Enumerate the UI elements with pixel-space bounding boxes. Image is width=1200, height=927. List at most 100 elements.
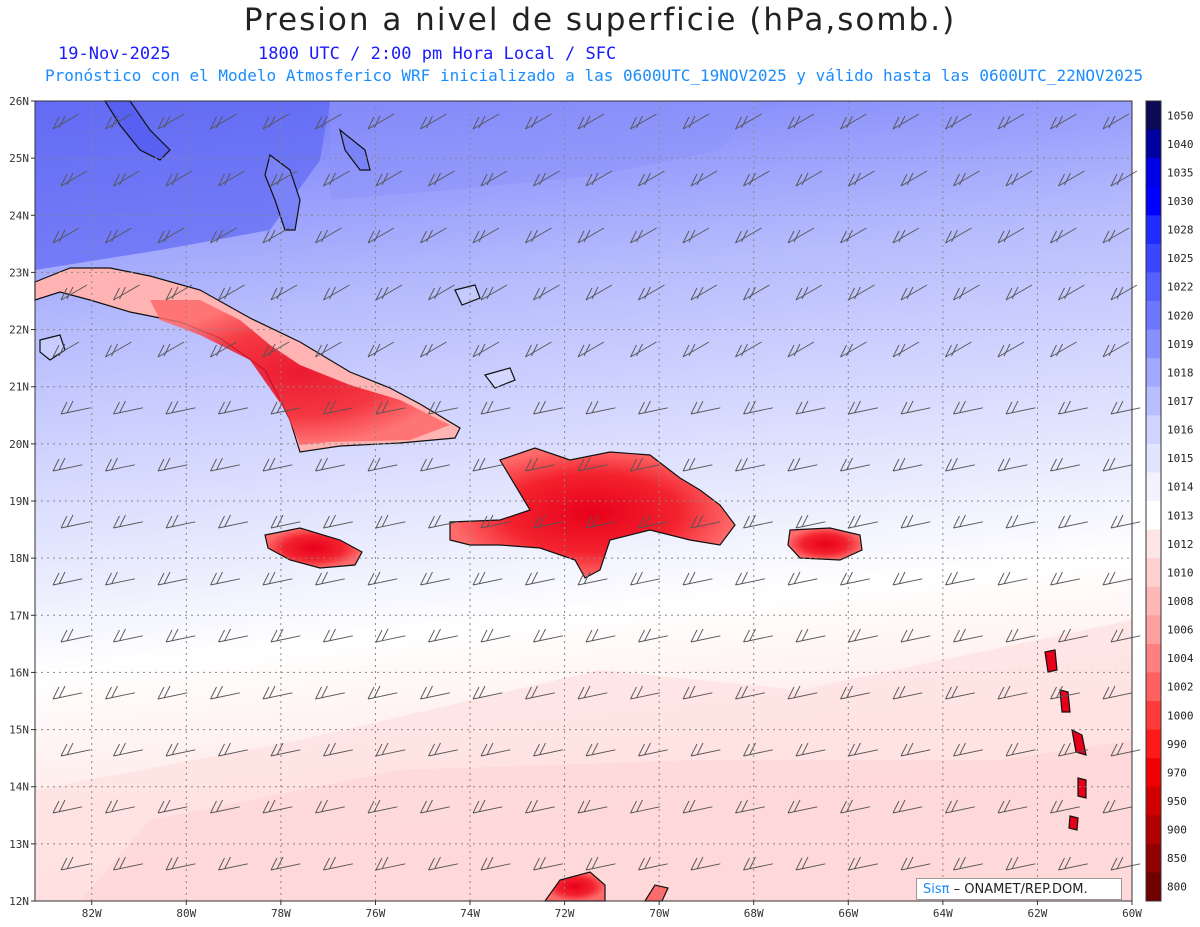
wind-barb-shaft bbox=[840, 227, 867, 244]
wind-barb-flag bbox=[1003, 685, 1011, 699]
wind-barb-flag bbox=[577, 572, 585, 586]
wind-barb-shaft bbox=[60, 635, 91, 643]
wind-barb-flag bbox=[749, 742, 756, 756]
wind-barb-flag bbox=[367, 800, 375, 814]
colorbar-label: 1014 bbox=[1167, 481, 1194, 494]
wind-barb-flag bbox=[420, 800, 427, 814]
wind-barb-flag bbox=[801, 856, 809, 870]
wind-barb-flag bbox=[1056, 115, 1063, 129]
wind-barb-flag bbox=[163, 571, 171, 585]
wind-barb-flag bbox=[840, 116, 847, 130]
wind-barb-flag bbox=[846, 229, 853, 243]
wind-barb-flag bbox=[66, 172, 74, 186]
wind-barb-shaft bbox=[1050, 227, 1077, 244]
wind-barb-flag bbox=[591, 514, 599, 528]
colorbar-label: 1018 bbox=[1167, 366, 1194, 379]
wind-barb-shaft bbox=[690, 749, 721, 757]
sispi-logo: Sisπ bbox=[923, 882, 950, 897]
wind-barb-shaft bbox=[472, 113, 500, 130]
wind-barb-flag bbox=[428, 287, 435, 301]
wind-barb-shaft bbox=[1005, 635, 1036, 643]
wind-barb-flag bbox=[997, 116, 1005, 130]
wind-barb-shaft bbox=[945, 464, 975, 472]
wind-barb-shaft bbox=[892, 341, 920, 358]
wind-barb-flag bbox=[900, 173, 908, 187]
wind-barb-flag bbox=[52, 800, 60, 814]
map-title: Presion a nivel de superficie (hPa,somb.… bbox=[243, 2, 957, 38]
wind-barb-shaft bbox=[1102, 113, 1130, 130]
wind-barb-flag bbox=[420, 572, 427, 586]
wind-barb-flag bbox=[793, 571, 801, 585]
lon-label: 76W bbox=[366, 907, 386, 920]
wind-barb-flag bbox=[323, 287, 330, 301]
wind-barb-shaft bbox=[323, 407, 353, 415]
wind-barb-flag bbox=[434, 628, 441, 642]
wind-barb-flag bbox=[644, 742, 651, 756]
wind-barb-flag bbox=[1050, 686, 1057, 700]
wind-barb-flag bbox=[58, 799, 66, 813]
wind-barb-flag bbox=[105, 800, 112, 814]
wind-barb-shaft bbox=[577, 341, 605, 358]
wind-barb-flag bbox=[1011, 400, 1019, 414]
wind-barb-flag bbox=[111, 457, 118, 471]
colorbar-label: 1016 bbox=[1167, 424, 1194, 437]
wind-barb-flag bbox=[848, 401, 855, 415]
wind-barb-flag bbox=[1011, 172, 1019, 186]
wind-barb-flag bbox=[696, 856, 704, 870]
wind-barb-flag bbox=[165, 629, 173, 643]
wind-barb-flag bbox=[472, 230, 480, 244]
wind-barb-shaft bbox=[472, 464, 503, 472]
wind-barb-shaft bbox=[997, 692, 1028, 700]
wind-barb-shaft bbox=[638, 407, 668, 415]
wind-barb-flag bbox=[787, 572, 795, 586]
wind-barb-flag bbox=[375, 173, 383, 187]
wind-barb-flag bbox=[216, 685, 223, 699]
wind-barb-flag bbox=[743, 287, 750, 301]
wind-barb-shaft bbox=[480, 749, 511, 757]
colorbar-swatch bbox=[1146, 643, 1161, 673]
wind-barb-shaft bbox=[420, 341, 447, 358]
wind-barb-flag bbox=[735, 344, 742, 358]
colorbar-swatch bbox=[1146, 386, 1161, 416]
wind-barb-shaft bbox=[165, 521, 196, 529]
lat-label: 22N bbox=[9, 324, 29, 337]
wind-barb-flag bbox=[854, 742, 861, 756]
wind-barb-shaft bbox=[165, 635, 196, 643]
wind-barb-flag bbox=[478, 457, 486, 471]
wind-barb-flag bbox=[472, 686, 480, 700]
wind-barb-shaft bbox=[630, 692, 660, 700]
wind-barb-flag bbox=[270, 173, 278, 187]
wind-barb-flag bbox=[959, 628, 966, 642]
colorbar-label: 1028 bbox=[1167, 224, 1194, 237]
wind-barb-shaft bbox=[60, 284, 88, 301]
longitude-labels: 82W 80W 78W 76W 74W 72W 70W 68W 66W 64W 62W 60W bbox=[82, 901, 1142, 920]
wind-barb-shaft bbox=[787, 227, 815, 244]
wind-barb-shaft bbox=[953, 521, 983, 529]
wind-barb-flag bbox=[900, 857, 908, 871]
wind-barb-shaft bbox=[1058, 635, 1088, 643]
wind-barb-flag bbox=[793, 229, 801, 243]
wind-barb-shaft bbox=[735, 578, 765, 586]
wind-barb-flag bbox=[210, 800, 217, 814]
wind-barb-flag bbox=[1005, 629, 1013, 643]
wind-barb-flag bbox=[583, 115, 591, 129]
wind-barb-flag bbox=[270, 857, 278, 871]
lat-label: 24N bbox=[9, 209, 29, 222]
wind-barb-flag bbox=[533, 173, 540, 187]
wind-barb-flag bbox=[1058, 173, 1065, 187]
wind-barb-flag bbox=[329, 172, 336, 186]
wind-barb-flag bbox=[583, 799, 591, 813]
wind-barb-flag bbox=[525, 572, 532, 586]
wind-barb-shaft bbox=[690, 284, 718, 301]
wind-barb-flag bbox=[105, 458, 112, 472]
wind-barb-shaft bbox=[480, 407, 511, 415]
wind-barb-shaft bbox=[900, 863, 931, 871]
wind-barb-flag bbox=[953, 515, 960, 529]
colorbar-label: 1002 bbox=[1167, 681, 1194, 694]
wind-barb-flag bbox=[951, 457, 958, 471]
wind-barb-shaft bbox=[218, 170, 245, 187]
wind-barb-flag bbox=[892, 458, 900, 472]
wind-barb-flag bbox=[801, 742, 809, 756]
wind-barb-shaft bbox=[945, 692, 975, 700]
wind-barb-shaft bbox=[945, 113, 972, 130]
